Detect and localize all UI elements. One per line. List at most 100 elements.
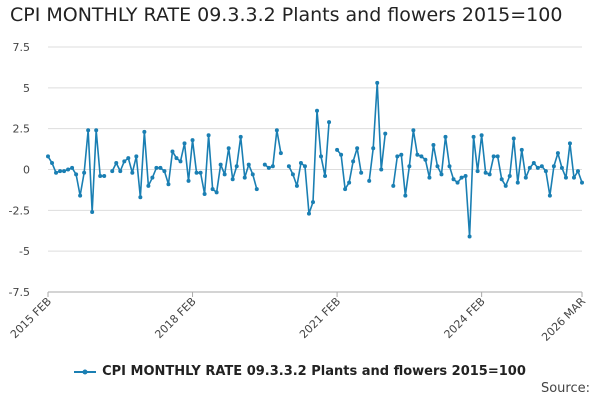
data-point [539,164,544,169]
data-point [250,172,255,177]
data-point [94,128,99,133]
y-tick-label: -2.5 [9,204,30,217]
data-point [347,180,352,185]
data-point [411,128,416,133]
data-point [58,169,63,174]
data-point [190,138,195,143]
page-title: CPI MONTHLY RATE 09.3.3.2 Plants and flo… [10,4,563,26]
data-point [234,164,239,169]
data-point [170,149,175,154]
data-point [479,133,484,138]
data-point [467,234,472,239]
data-point [182,141,187,146]
data-point [459,175,464,180]
data-point [415,152,420,157]
data-point [487,172,492,177]
data-point [54,170,59,175]
data-point [431,143,436,147]
data-point [475,169,480,174]
x-tick-label: 2015 FEB [8,295,54,341]
data-point [46,154,50,159]
data-point [66,167,71,172]
data-point [403,193,408,198]
data-point [451,177,456,182]
data-point [238,134,243,139]
data-point [98,174,103,179]
data-point [214,190,219,195]
data-point [399,152,404,157]
data-point [146,183,151,188]
data-point [50,160,55,165]
data-point [142,129,147,134]
data-point [395,154,400,159]
data-point [499,177,504,182]
data-point [174,156,179,161]
x-tick-label: 2026 MAR [539,295,588,344]
y-tick-label: -7.5 [9,286,30,299]
data-point [563,175,568,180]
data-point [262,162,267,167]
data-point [427,175,432,180]
data-point [535,165,540,170]
x-tick-label: 2024 FEB [442,295,488,341]
data-point [435,164,440,169]
data-point [515,180,520,185]
y-tick-label: 5 [23,82,30,95]
data-point [78,193,83,198]
data-point [210,187,215,192]
data-point [375,80,380,85]
data-point [543,169,548,174]
data-point [319,154,324,159]
data-point [162,169,167,174]
data-point [278,151,283,156]
data-point [391,183,396,188]
data-point [571,175,576,180]
data-point [194,170,199,175]
x-axis: 2015 FEB 2018 FEB 2021 FEB 2024 FEB 2026 MAR [8,291,588,344]
data-point [547,193,552,198]
data-point [202,192,207,196]
data-point [351,159,356,164]
data-point [222,172,227,177]
data-point [302,164,307,169]
series-group [46,80,584,239]
legend: CPI MONTHLY RATE 09.3.3.2 Plants and flo… [0,364,600,379]
data-point [323,174,328,179]
data-point [294,183,299,188]
data-point [343,187,348,192]
data-point [74,172,79,177]
data-point [90,209,95,214]
data-point [463,174,468,179]
data-point [242,175,247,180]
data-point [551,164,556,169]
data-point [567,141,572,146]
x-tick-label: 2018 FEB [152,295,198,341]
data-point [102,174,107,179]
data-point [495,154,500,159]
data-point [575,169,580,174]
data-point [471,134,476,139]
data-point [70,165,75,170]
data-point [447,164,452,169]
data-point [130,170,135,175]
data-point [254,187,259,192]
data-point [511,136,516,141]
data-point [383,131,388,136]
data-point [407,164,412,169]
data-point [483,170,488,175]
legend-label: CPI MONTHLY RATE 09.3.3.2 Plants and flo… [102,364,526,379]
source-label: Source: [540,381,590,396]
data-point [246,162,251,167]
data-point [491,154,496,159]
data-point [290,172,295,177]
data-point [371,146,376,151]
data-point [186,178,191,183]
data-point [335,147,340,152]
data-point [122,159,127,164]
data-point [523,175,528,180]
data-point [114,160,119,165]
data-point [355,146,360,151]
data-point [206,133,211,138]
data-point [134,154,139,159]
data-point [339,152,344,157]
